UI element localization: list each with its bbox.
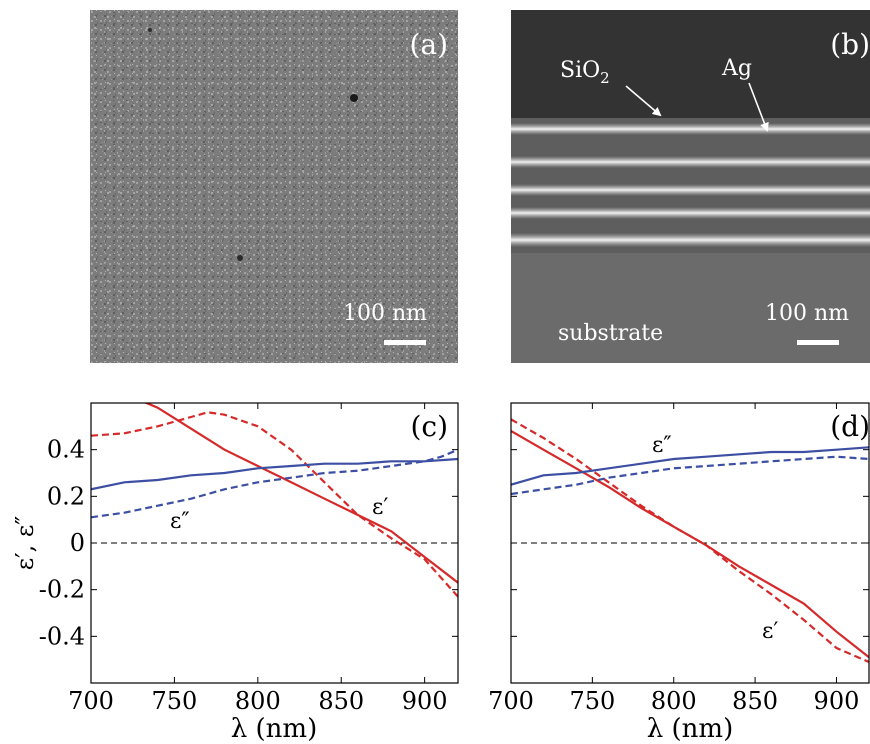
x-axis-label: λ (nm) — [647, 714, 733, 744]
series-line-red-dashed — [511, 418, 869, 664]
annotation-eps-imag: ε″ — [652, 433, 672, 458]
panel-a-label: (a) — [409, 28, 448, 61]
scale-bar-label: 100 nm — [765, 301, 849, 326]
sem-surface-texture — [90, 10, 458, 363]
series-line-blue-dashed — [91, 448, 458, 519]
ag-layer — [511, 207, 870, 219]
chart-d-ticks: 700 750 800 850 900 — [488, 403, 869, 715]
x-tick-label: 700 — [68, 687, 114, 715]
y-tick-label: 0.4 — [47, 436, 85, 464]
surface-defect — [350, 94, 358, 102]
x-tick-label: 750 — [152, 687, 198, 715]
panel-b: (b) SiO2 Ag substrate 100 nm — [511, 10, 870, 363]
annotation-eps-real: ε′ — [762, 619, 778, 644]
x-tick-label: 900 — [402, 687, 448, 715]
series-line-blue-dashed — [511, 455, 869, 496]
series-line-blue-solid — [511, 446, 869, 486]
chart-d-series — [511, 418, 869, 664]
y-tick-label: -0.2 — [39, 576, 85, 604]
series-line-blue-solid — [91, 457, 458, 491]
sio2-annotation: SiO2 — [560, 58, 610, 87]
scale-bar-label: 100 nm — [343, 301, 427, 326]
x-tick-label: 800 — [235, 687, 281, 715]
series-line-red-solid — [511, 430, 869, 659]
chart-c: 700 750 800 850 900 -0.4 -0.2 0 0.2 0.4 (c) ε″ ε′… — [11, 402, 459, 744]
panel-b-label: (b) — [830, 28, 870, 61]
series-line-red-solid — [143, 403, 458, 584]
series-line-red-dashed — [91, 411, 458, 598]
ag-arrow — [748, 82, 769, 132]
x-tick-label: 750 — [569, 687, 615, 715]
annotation-eps-real: ε′ — [372, 495, 388, 520]
annotation-eps-imag: ε″ — [170, 509, 190, 534]
ag-annotation: Ag — [721, 56, 752, 81]
chart-d: 700 750 800 850 900 (d) ε″ ε′ λ (nm) — [488, 402, 870, 744]
plot-frame — [510, 402, 870, 684]
x-tick-label: 900 — [814, 687, 860, 715]
chart-c-ticks: 700 750 800 850 900 -0.4 -0.2 0 0.2 0.4 — [39, 403, 458, 715]
scale-bar — [384, 340, 426, 345]
x-tick-label: 850 — [732, 687, 778, 715]
sio2-arrow — [625, 85, 662, 117]
chart-c-series — [91, 403, 458, 598]
surface-defect — [237, 255, 243, 261]
y-tick-label: 0.2 — [47, 482, 85, 510]
surface-defect — [148, 28, 152, 32]
x-axis-label: λ (nm) — [231, 714, 317, 744]
sio2-text: SiO — [560, 58, 600, 83]
panel-a: (a) 100 nm — [90, 10, 458, 363]
ag-layer — [511, 184, 870, 196]
panel-d-label: (d) — [830, 410, 870, 443]
plot-frame — [90, 402, 459, 684]
ag-layer — [511, 156, 870, 168]
x-tick-label: 850 — [318, 687, 364, 715]
x-tick-label: 800 — [651, 687, 697, 715]
y-axis-label: ε′, ε″ — [11, 516, 39, 571]
y-tick-label: 0 — [70, 529, 85, 557]
panel-c-label: (c) — [410, 410, 448, 443]
ag-layer — [511, 233, 870, 247]
y-tick-label: -0.4 — [39, 622, 85, 650]
x-tick-label: 700 — [488, 687, 534, 715]
scale-bar — [797, 340, 839, 345]
substrate-annotation: substrate — [558, 321, 663, 346]
ag-layer — [511, 123, 870, 135]
sio2-subscript: 2 — [600, 69, 610, 87]
